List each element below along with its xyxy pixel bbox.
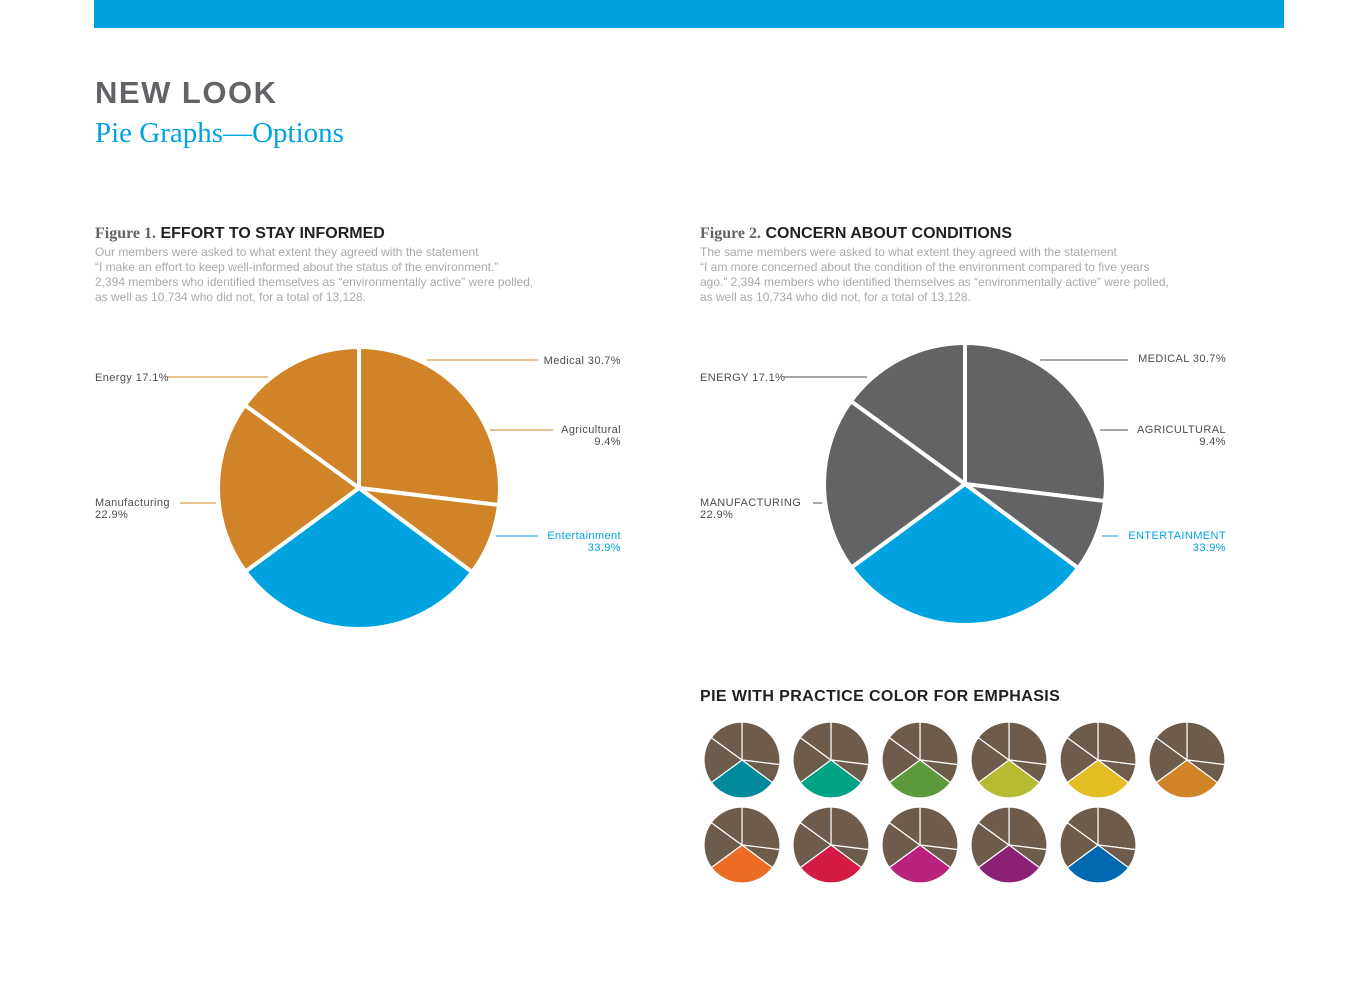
figure2-desc-line: ago.” 2,394 members who identified thems… xyxy=(700,275,1169,289)
figure2-value-manufacturing: 22.9% xyxy=(700,509,733,521)
emphasis-pie-4-slice xyxy=(977,759,1041,799)
figure1-label-manufacturing: Manufacturing xyxy=(95,497,170,509)
emphasis-pie-11-slice xyxy=(1059,822,1099,869)
figure1-heading: Figure 1. EFFORT TO STAY INFORMED xyxy=(95,225,385,243)
emphasis-pie-9-slice xyxy=(881,822,921,869)
emphasis-pie-4-slice xyxy=(1008,721,1048,766)
figure1-label-entertainment: Entertainment xyxy=(547,530,621,542)
figure2-pie-slice xyxy=(849,482,1081,627)
emphasis-pie-5-slice xyxy=(1059,737,1099,784)
emphasis-pie-10-slice xyxy=(970,822,1010,869)
figure1-description: Our members were asked to what extent th… xyxy=(95,245,625,305)
emphasis-pie-9-slice xyxy=(888,844,952,884)
figure1-pie-slice xyxy=(242,345,361,490)
figure2-value-agricultural: 9.4% xyxy=(1199,436,1226,448)
figure2-label-energy: ENERGY 17.1% xyxy=(700,372,785,384)
emphasis-pie-2-slice xyxy=(799,759,863,799)
top-accent-bar xyxy=(94,0,1284,28)
emphasis-pie-8-slice xyxy=(830,806,870,851)
emphasis-pie-1-slice xyxy=(710,759,774,799)
figure2-label-medical: MEDICAL 30.7% xyxy=(1138,353,1226,365)
emphasis-pie-10-slice xyxy=(977,844,1041,884)
emphasis-pie-7-slice xyxy=(703,822,743,869)
figure2-pie-slice xyxy=(822,399,967,570)
figure2-desc-line: as well as 10,734 who did not, for a tot… xyxy=(700,290,971,304)
emphasis-pie-3-slice xyxy=(919,721,959,766)
emphasis-title: PIE WITH PRACTICE COLOR FOR EMPHASIS xyxy=(700,688,1061,705)
emphasis-pie-7-slice xyxy=(710,806,743,846)
emphasis-pie-9-slice xyxy=(919,806,959,851)
figure2-label-agricultural: AGRICULTURAL xyxy=(1137,424,1226,436)
figure2-value-entertainment: 33.9% xyxy=(1193,542,1226,554)
emphasis-pie-11-slice xyxy=(1066,844,1130,884)
figure1-pie-slice xyxy=(216,403,361,574)
figure1-value-manufacturing: 22.9% xyxy=(95,509,128,521)
emphasis-pie-1-slice xyxy=(710,721,743,761)
figure1-label-medical: Medical 30.7% xyxy=(544,355,621,367)
figure1-desc-line: “I make an effort to keep well-informed … xyxy=(95,260,499,274)
emphasis-pie-2-slice xyxy=(830,721,870,766)
figure2-label-manufacturing: MANUFACTURING xyxy=(700,497,801,509)
figure1-label-agricultural: Agricultural xyxy=(561,424,621,436)
emphasis-pie-8-slice xyxy=(792,822,832,869)
figure1-pie-slice xyxy=(357,345,502,508)
emphasis-pie-6-slice xyxy=(1186,721,1226,766)
page-subtitle: Pie Graphs—Options xyxy=(95,117,344,149)
page-title: NEW LOOK xyxy=(95,75,278,110)
figure1-pie-slice xyxy=(243,486,475,631)
figure2-title: CONCERN ABOUT CONDITIONS xyxy=(765,225,1012,242)
emphasis-pie-6-slice xyxy=(1155,721,1188,761)
figure2-label-entertainment: ENTERTAINMENT xyxy=(1128,530,1226,542)
figure2-description: The same members were asked to what exte… xyxy=(700,245,1230,305)
emphasis-pie-5-slice xyxy=(1066,721,1099,761)
figure1-desc-line: 2,394 members who identified themselves … xyxy=(95,275,534,289)
emphasis-pie-3-slice xyxy=(888,721,921,761)
figure2-desc-line: “I am more concerned about the condition… xyxy=(700,260,1150,274)
figure1-value-entertainment: 33.9% xyxy=(588,542,621,554)
emphasis-pie-11-slice xyxy=(1066,806,1099,846)
emphasis-pie-5-slice xyxy=(1066,759,1130,799)
figure2-number: Figure 2. xyxy=(700,225,762,242)
figure2-pie-slice xyxy=(963,341,1108,504)
emphasis-pie-1-slice xyxy=(703,737,743,784)
emphasis-pie-7-slice xyxy=(741,806,781,851)
figure2-desc-line: The same members were asked to what exte… xyxy=(700,245,1117,259)
figure2-pie-slice xyxy=(848,341,967,486)
emphasis-pie-4-slice xyxy=(977,721,1010,761)
figure1-desc-line: Our members were asked to what extent th… xyxy=(95,245,479,259)
emphasis-pie-8-slice xyxy=(799,806,832,846)
emphasis-pie-10-slice xyxy=(977,806,1010,846)
figure1-label-energy: Energy 17.1% xyxy=(95,372,169,384)
figure1-number: Figure 1. xyxy=(95,225,157,242)
emphasis-pie-11-slice xyxy=(1097,806,1137,851)
emphasis-pie-5-slice xyxy=(1097,721,1137,766)
emphasis-pie-2-slice xyxy=(799,721,832,761)
emphasis-pie-8-slice xyxy=(799,844,863,884)
emphasis-pie-7-slice xyxy=(710,844,774,884)
figure2-heading: Figure 2. CONCERN ABOUT CONDITIONS xyxy=(700,225,1012,243)
figure1-title: EFFORT TO STAY INFORMED xyxy=(160,225,385,242)
figure1-desc-line: as well as 10,734 who did not, for a tot… xyxy=(95,290,366,304)
emphasis-pie-2-slice xyxy=(792,737,832,784)
emphasis-pie-3-slice xyxy=(888,759,952,799)
emphasis-pie-3-slice xyxy=(881,737,921,784)
emphasis-pie-6-slice xyxy=(1155,759,1219,799)
figure1-value-agricultural: 9.4% xyxy=(594,436,621,448)
emphasis-pie-4-slice xyxy=(970,737,1010,784)
emphasis-pie-9-slice xyxy=(888,806,921,846)
emphasis-pie-10-slice xyxy=(1008,806,1048,851)
emphasis-pie-1-slice xyxy=(741,721,781,766)
emphasis-pie-6-slice xyxy=(1148,737,1188,784)
